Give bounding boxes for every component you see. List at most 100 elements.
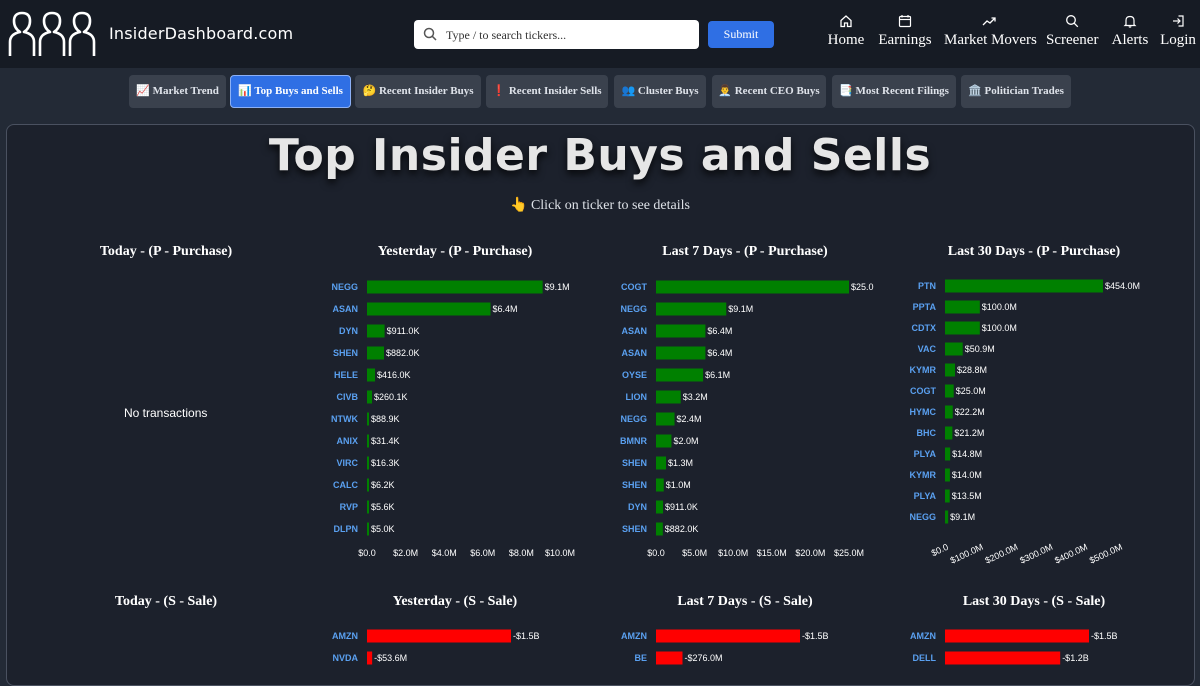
ticker-label[interactable]: OYSE [622,370,647,380]
ticker-label[interactable]: KYMR [910,365,937,375]
ticker-label[interactable]: KYMR [910,470,937,480]
panel-title-last7-purchase: Last 7 Days - (P - Purchase) [662,244,828,259]
bar [367,456,369,470]
tab-market-trend[interactable]: 📈 Market Trend [129,75,226,108]
bar [367,346,385,360]
bar [367,390,373,404]
ticker-label[interactable]: HYMC [910,407,937,417]
nav-label: Screener [1046,32,1099,48]
value-label: $5.6K [371,502,395,512]
ticker-label[interactable]: PLYA [914,491,937,501]
nav-login[interactable]: Login [1158,14,1198,54]
ticker-label[interactable]: COGT [910,386,937,396]
tab-politician-trades[interactable]: 🏛️ Politician Trades [961,75,1071,108]
ticker-label[interactable]: CALC [333,480,358,490]
ticker-label[interactable]: BHC [917,428,937,438]
ticker-label[interactable]: AMZN [910,631,936,641]
trending-up-icon [944,14,1034,31]
value-label: $6.4M [493,304,518,314]
ticker-label[interactable]: ANIX [336,436,358,446]
value-label: $260.1K [374,392,408,402]
ticker-label[interactable]: NEGG [620,304,647,314]
ticker-label[interactable]: BMNR [620,436,647,446]
bar [367,412,369,426]
ticker-label[interactable]: CIVB [336,392,358,402]
nav-label: Earnings [878,32,932,48]
tab-recent-ceo-buys[interactable]: 👨‍💼 Recent CEO Buys [712,75,826,108]
ticker-label[interactable]: NEGG [909,512,936,522]
page-title: Top Insider Buys and Sells [268,130,932,181]
ticker-label[interactable]: ASAN [332,304,358,314]
tab-top-buys-and-sells[interactable]: 📊 Top Buys and Sells [230,75,351,108]
no-transactions-text: No transactions [124,406,208,420]
panel-title-last7-sale: Last 7 Days - (S - Sale) [677,594,813,609]
nav-label: Alerts [1111,32,1149,48]
tab-cluster-buys[interactable]: 👥 Cluster Buys [614,75,706,108]
nav-home[interactable]: Home [826,14,866,54]
ticker-label[interactable]: PLYA [914,449,937,459]
ticker-label[interactable]: VAC [918,344,937,354]
search-input[interactable] [444,24,693,46]
ticker-label[interactable]: VIRC [336,458,358,468]
login-icon [1158,14,1198,31]
bar [367,368,376,382]
home-icon [826,14,866,31]
ticker-label[interactable]: ASAN [621,326,647,336]
panel-title-yesterday-sale: Yesterday - (S - Sale) [392,594,518,609]
bar [367,324,385,338]
value-label: $9.1M [545,282,570,292]
x-tick-label: $2.0M [393,548,418,558]
ticker-label[interactable]: AMZN [621,631,647,641]
logo-icon[interactable] [8,10,100,58]
nav-label: Home [827,32,865,48]
x-tick-label: $0.0 [358,548,376,558]
x-tick-label: $10.0M [545,548,575,558]
nav-label: Login [1160,32,1196,48]
ticker-label[interactable]: RVP [340,502,358,512]
ticker-label[interactable]: PTN [918,281,936,291]
ticker-label[interactable]: NTWK [331,414,358,424]
tab-recent-insider-sells[interactable]: ❗ Recent Insider Sells [486,75,608,108]
calendar-icon [878,14,932,31]
nav-alerts[interactable]: Alerts [1110,14,1150,54]
bar [367,522,369,536]
submit-button[interactable]: Submit [708,21,774,48]
ticker-label[interactable]: DYN [628,502,647,512]
ticker-label[interactable]: DLPN [334,524,359,534]
nav-market-movers[interactable]: Market Movers [944,14,1037,54]
bar [367,500,369,514]
ticker-label[interactable]: DELL [913,653,937,663]
value-label: $31.4K [371,436,400,446]
nav-earnings[interactable]: Earnings [878,14,932,54]
panel-title-today-purchase: Today - (P - Purchase) [99,244,233,259]
ticker-label[interactable]: SHEN [622,524,647,534]
tab-most-recent-filings[interactable]: 📑 Most Recent Filings [832,75,956,108]
nav-screener[interactable]: Screener [1046,14,1098,54]
ticker-label[interactable]: SHEN [622,458,647,468]
bar [367,478,369,492]
ticker-label[interactable]: NVDA [332,653,358,663]
ticker-label[interactable]: SHEN [622,480,647,490]
search-icon [1046,14,1098,31]
ticker-label[interactable]: BE [634,653,647,663]
ticker-label[interactable]: HELE [334,370,358,380]
panel-title-today-sale: Today - (S - Sale) [114,594,218,609]
value-label: $911.0K [387,326,420,336]
ticker-label[interactable]: SHEN [333,348,358,358]
ticker-label[interactable]: PPTA [913,302,937,312]
ticker-label[interactable]: CDTX [912,323,937,333]
ticker-label[interactable]: COGT [621,282,648,292]
search-box [414,20,699,49]
value-label: $16.3K [371,458,400,468]
content-card [6,124,1195,686]
tab-recent-insider-buys[interactable]: 🤔 Recent Insider Buys [355,75,481,108]
ticker-label[interactable]: LION [626,392,648,402]
ticker-label[interactable]: NEGG [620,414,647,424]
search-icon [423,27,437,41]
ticker-label[interactable]: NEGG [331,282,358,292]
ticker-label[interactable]: AMZN [332,631,358,641]
ticker-label[interactable]: ASAN [621,348,647,358]
ticker-label[interactable]: DYN [339,326,358,336]
brand-name[interactable]: InsiderDashboard.com [109,24,294,43]
